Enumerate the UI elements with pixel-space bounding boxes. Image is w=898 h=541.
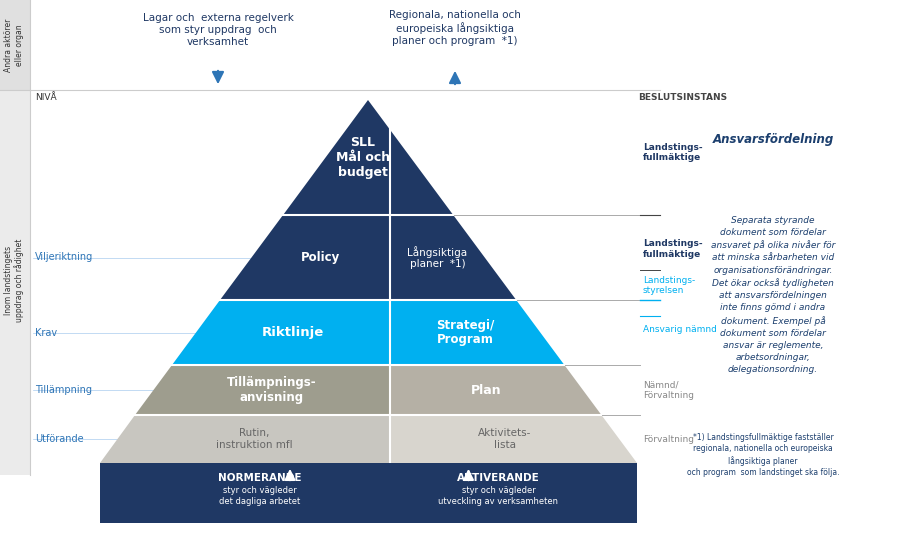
Polygon shape [136, 365, 390, 415]
Text: styr och vägleder
utveckling av verksamheten: styr och vägleder utveckling av verksamh… [438, 486, 559, 506]
Text: Ansvarig nämnd: Ansvarig nämnd [643, 325, 717, 334]
Text: Landstings-
fullmäktige: Landstings- fullmäktige [643, 239, 702, 259]
Text: *1) Landstingsfullmäktige fastställer
regionala, nationella och europeiska
långs: *1) Landstingsfullmäktige fastställer re… [687, 433, 840, 477]
Text: BESLUTSINSTANS: BESLUTSINSTANS [638, 93, 727, 102]
Polygon shape [390, 300, 564, 365]
Text: Inom landstingets
uppdrag och rådighet: Inom landstingets uppdrag och rådighet [4, 239, 24, 322]
Text: Plan: Plan [471, 384, 502, 397]
Text: Policy: Policy [301, 251, 340, 264]
Text: Lagar och  externa regelverk
som styr uppdrag  och
verksamhet: Lagar och externa regelverk som styr upp… [143, 14, 294, 47]
Polygon shape [220, 215, 390, 300]
Text: Viljeriktning: Viljeriktning [35, 253, 93, 262]
Text: Ansvarsfördelning: Ansvarsfördelning [712, 134, 833, 147]
Polygon shape [283, 100, 453, 215]
Text: Landstings-
styrelsen: Landstings- styrelsen [643, 275, 695, 295]
Text: Separata styrande
dokument som fördelar
ansvaret på olika nivåer för
att minska : Separata styrande dokument som fördelar … [711, 216, 835, 374]
Text: Regionala, nationella och
europeiska långsiktiga
planer och program  *1): Regionala, nationella och europeiska lån… [389, 10, 521, 46]
Text: Strategi/
Program: Strategi/ Program [436, 319, 494, 346]
Text: Långsiktiga
planer  *1): Långsiktiga planer *1) [408, 246, 468, 269]
Text: Andra aktörer
eller organ: Andra aktörer eller organ [4, 18, 23, 72]
Text: Förvaltning: Förvaltning [643, 434, 694, 444]
Polygon shape [172, 300, 390, 365]
Polygon shape [390, 415, 637, 463]
Text: Riktlinje: Riktlinje [262, 326, 324, 339]
Text: NIVÅ: NIVÅ [35, 93, 57, 102]
Text: Nämnd/
Förvaltning: Nämnd/ Förvaltning [643, 380, 694, 400]
Text: Landstings-
fullmäktige: Landstings- fullmäktige [643, 143, 702, 162]
Polygon shape [390, 215, 516, 300]
Text: styr och vägleder
det dagliga arbetet: styr och vägleder det dagliga arbetet [219, 486, 301, 506]
Text: AKTIVERANDE: AKTIVERANDE [457, 473, 540, 483]
Text: Aktivitets-
lista: Aktivitets- lista [478, 428, 532, 450]
Text: Rutin,
instruktion mfl: Rutin, instruktion mfl [216, 428, 292, 450]
Text: Tillämpnings-
anvisning: Tillämpnings- anvisning [227, 376, 317, 404]
Text: Tillämpning: Tillämpning [35, 385, 92, 395]
Text: NORMERANDE: NORMERANDE [218, 473, 302, 483]
FancyBboxPatch shape [100, 463, 637, 523]
Text: SLL
Mål och
budget: SLL Mål och budget [336, 136, 390, 179]
Text: Utförande: Utförande [35, 434, 84, 444]
FancyBboxPatch shape [0, 90, 30, 475]
FancyBboxPatch shape [0, 0, 30, 90]
Text: Krav: Krav [35, 327, 57, 338]
Polygon shape [390, 365, 602, 415]
Polygon shape [100, 415, 390, 463]
